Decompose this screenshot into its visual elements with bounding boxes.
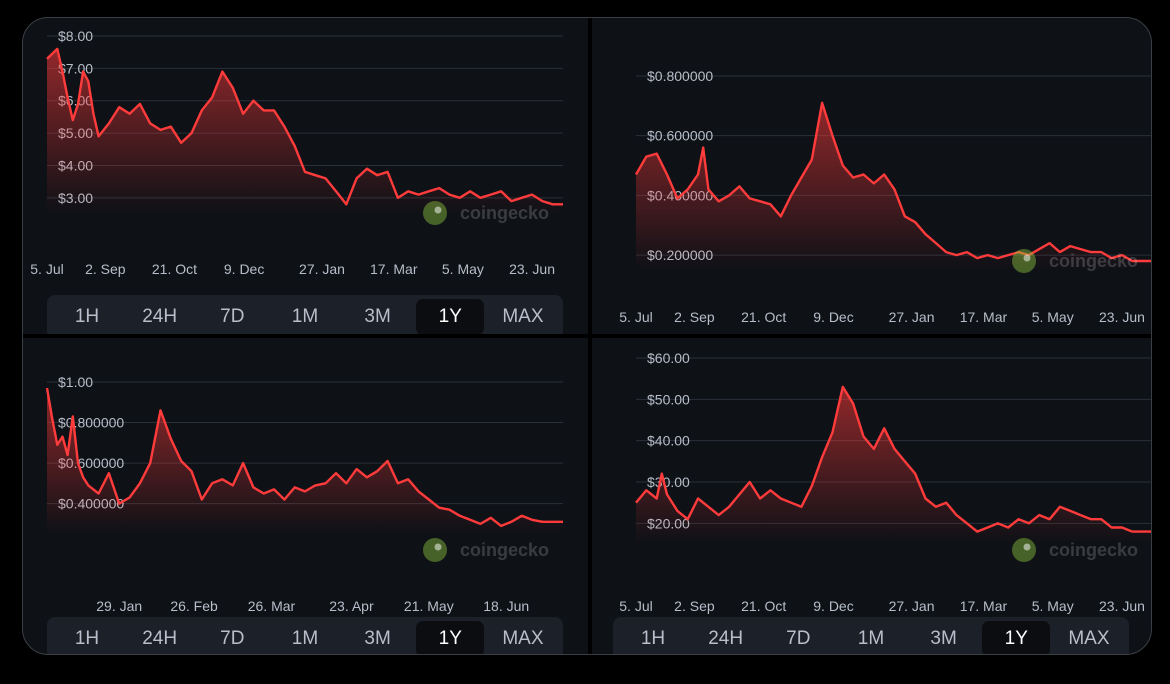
range-selector-bottom-left: 1H 24H 7D 1M 3M 1Y MAX (47, 617, 563, 654)
range-button-max[interactable]: MAX (502, 306, 544, 327)
x-tick-label: 21. Oct (741, 309, 786, 325)
price-area-fill (636, 102, 1151, 270)
x-tick-label: 2. Sep (674, 598, 715, 614)
coingecko-watermark: coingecko (1012, 538, 1138, 562)
range-selector-top-left: 1H 24H 7D 1M 3M 1Y MAX (47, 295, 563, 334)
watermark-text: coingecko (460, 540, 549, 560)
y-tick-label: $30.00 (647, 474, 690, 490)
range-button-max[interactable]: MAX (1068, 628, 1110, 649)
x-tick-label: 21. Oct (741, 598, 786, 614)
range-button-1h[interactable]: 1H (640, 628, 666, 649)
watermark-text: coingecko (460, 203, 549, 223)
y-tick-label: $40.00 (647, 433, 690, 449)
coingecko-logo-icon (1012, 538, 1036, 562)
price-area-fill (636, 386, 1151, 544)
coingecko-logo-icon (423, 538, 447, 562)
range-button-3m[interactable]: 3M (364, 306, 391, 327)
panel-divider-horizontal (23, 334, 1151, 338)
range-button-7d[interactable]: 7D (220, 306, 245, 327)
coingecko-logo-icon (423, 201, 447, 225)
x-tick-label: 9. Dec (813, 309, 853, 325)
chart-panel-bottom-left: $1.00$0.800000$0.600000$0.40000029. Jan2… (23, 338, 588, 655)
y-tick-label: $8.00 (58, 28, 93, 44)
x-tick-label: 5. May (1032, 598, 1074, 614)
x-tick-label: 21. Oct (152, 261, 197, 277)
x-tick-label: 5. May (1032, 309, 1074, 325)
range-button-3m[interactable]: 3M (364, 628, 391, 649)
x-tick-label: 21. May (404, 598, 454, 614)
range-selector-bottom-right: 1H 24H 7D 1M 3M 1Y MAX (613, 617, 1129, 654)
x-tick-label: 27. Jan (299, 261, 345, 277)
price-area-fill (47, 388, 563, 534)
price-area-fill (47, 48, 563, 215)
range-button-7d[interactable]: 7D (786, 628, 811, 649)
price-chart-top-right[interactable]: $0.800000$0.600000$0.400000$0.2000005. J… (592, 18, 1152, 334)
chart-panel-top-right: $0.800000$0.600000$0.400000$0.2000005. J… (592, 18, 1152, 334)
coingecko-watermark: coingecko (1012, 249, 1138, 273)
x-tick-label: 17. Mar (960, 598, 1008, 614)
x-tick-label: 5. May (442, 261, 484, 277)
x-tick-label: 5. Jul (619, 309, 652, 325)
price-line (46, 47, 563, 206)
price-chart-bottom-left[interactable]: $1.00$0.800000$0.600000$0.40000029. Jan2… (23, 338, 588, 655)
range-button-3m[interactable]: 3M (930, 628, 957, 649)
x-tick-label: 5. Jul (30, 261, 63, 277)
x-tick-label: 2. Sep (674, 309, 715, 325)
x-tick-label: 9. Dec (813, 598, 853, 614)
x-tick-label: 29. Jan (96, 598, 142, 614)
range-button-1m[interactable]: 1M (291, 628, 319, 649)
x-tick-label: 5. Jul (619, 598, 652, 614)
x-tick-label: 27. Jan (889, 598, 935, 614)
x-tick-label: 26. Mar (248, 598, 296, 614)
watermark-text: coingecko (1049, 540, 1138, 560)
price-line (635, 385, 1151, 533)
range-button-1y[interactable]: 1Y (982, 621, 1051, 654)
range-button-1h[interactable]: 1H (74, 628, 100, 649)
x-tick-label: 23. Jun (1099, 598, 1145, 614)
y-tick-label: $0.600000 (647, 128, 713, 144)
range-button-24h[interactable]: 24H (708, 628, 744, 649)
range-button-24h[interactable]: 24H (142, 628, 178, 649)
x-tick-label: 17. Mar (370, 261, 418, 277)
range-button-24h[interactable]: 24H (142, 306, 178, 327)
y-tick-label: $0.800000 (58, 415, 124, 431)
range-button-7d[interactable]: 7D (220, 628, 245, 649)
x-tick-label: 2. Sep (85, 261, 126, 277)
range-button-1h[interactable]: 1H (74, 306, 100, 327)
price-line (45, 387, 563, 528)
coingecko-watermark: coingecko (423, 201, 549, 225)
x-tick-label: 23. Apr (329, 598, 374, 614)
coingecko-watermark: coingecko (423, 538, 549, 562)
range-button-max[interactable]: MAX (502, 628, 544, 649)
x-tick-label: 23. Jun (1099, 309, 1145, 325)
y-tick-label: $60.00 (647, 350, 690, 366)
x-tick-label: 18. Jun (483, 598, 529, 614)
range-button-1y[interactable]: 1Y (416, 621, 485, 654)
y-tick-label: $1.00 (58, 374, 93, 390)
x-tick-label: 23. Jun (509, 261, 555, 277)
range-button-1m[interactable]: 1M (857, 628, 885, 649)
coingecko-logo-icon (1012, 249, 1036, 273)
y-tick-label: $0.800000 (647, 68, 713, 84)
y-tick-label: $50.00 (647, 391, 690, 407)
x-tick-label: 9. Dec (224, 261, 264, 277)
x-tick-label: 27. Jan (889, 309, 935, 325)
range-button-1m[interactable]: 1M (291, 306, 319, 327)
x-tick-label: 26. Feb (170, 598, 218, 614)
range-button-1y[interactable]: 1Y (416, 299, 485, 334)
watermark-text: coingecko (1049, 251, 1138, 271)
price-line (634, 101, 1151, 263)
x-tick-label: 17. Mar (960, 309, 1008, 325)
